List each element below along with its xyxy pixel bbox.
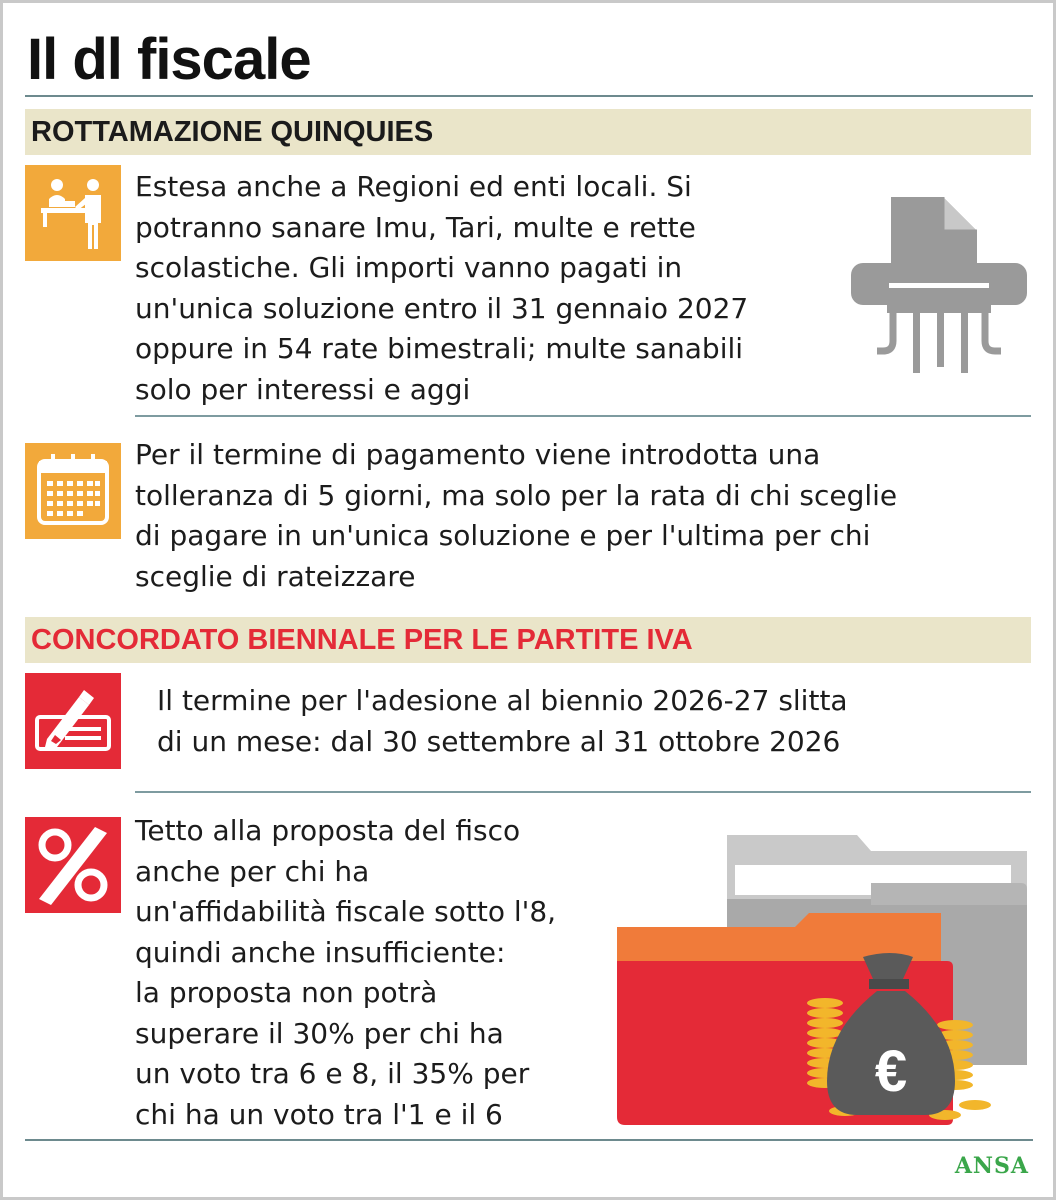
item-text: Estesa anche a Regioni ed enti locali. S… <box>135 170 749 406</box>
calendar-icon <box>25 443 121 539</box>
item-text: Per il termine di pagamento viene introd… <box>135 438 898 593</box>
paper-shredder-icon <box>849 193 1029 373</box>
bottom-rule <box>25 1139 1033 1141</box>
office-desk-icon <box>25 165 121 261</box>
section-bar-concordato: CONCORDATO BIENNALE PER LE PARTITE IVA <box>25 617 1031 663</box>
section-bar-rottamazione: ROTTAMAZIONE QUINQUIES <box>25 109 1031 155</box>
item-divider <box>135 791 1031 793</box>
item-text: Tetto alla proposta del fisco anche per … <box>135 814 557 1131</box>
section-heading: ROTTAMAZIONE QUINQUIES <box>31 116 434 148</box>
ansa-logo: ANSA <box>954 1153 1029 1179</box>
pen-document-icon <box>25 673 121 769</box>
page-title: Il dl fiscale <box>27 27 312 92</box>
title-rule <box>25 95 1033 97</box>
section-heading: CONCORDATO BIENNALE PER LE PARTITE IVA <box>31 624 693 656</box>
euro-symbol: € <box>875 1039 907 1104</box>
item-text: Il termine per l'adesione al biennio 202… <box>157 684 848 758</box>
item-divider <box>135 415 1031 417</box>
folders-money-bag-icon: € <box>615 829 1035 1129</box>
percent-icon <box>25 817 121 913</box>
